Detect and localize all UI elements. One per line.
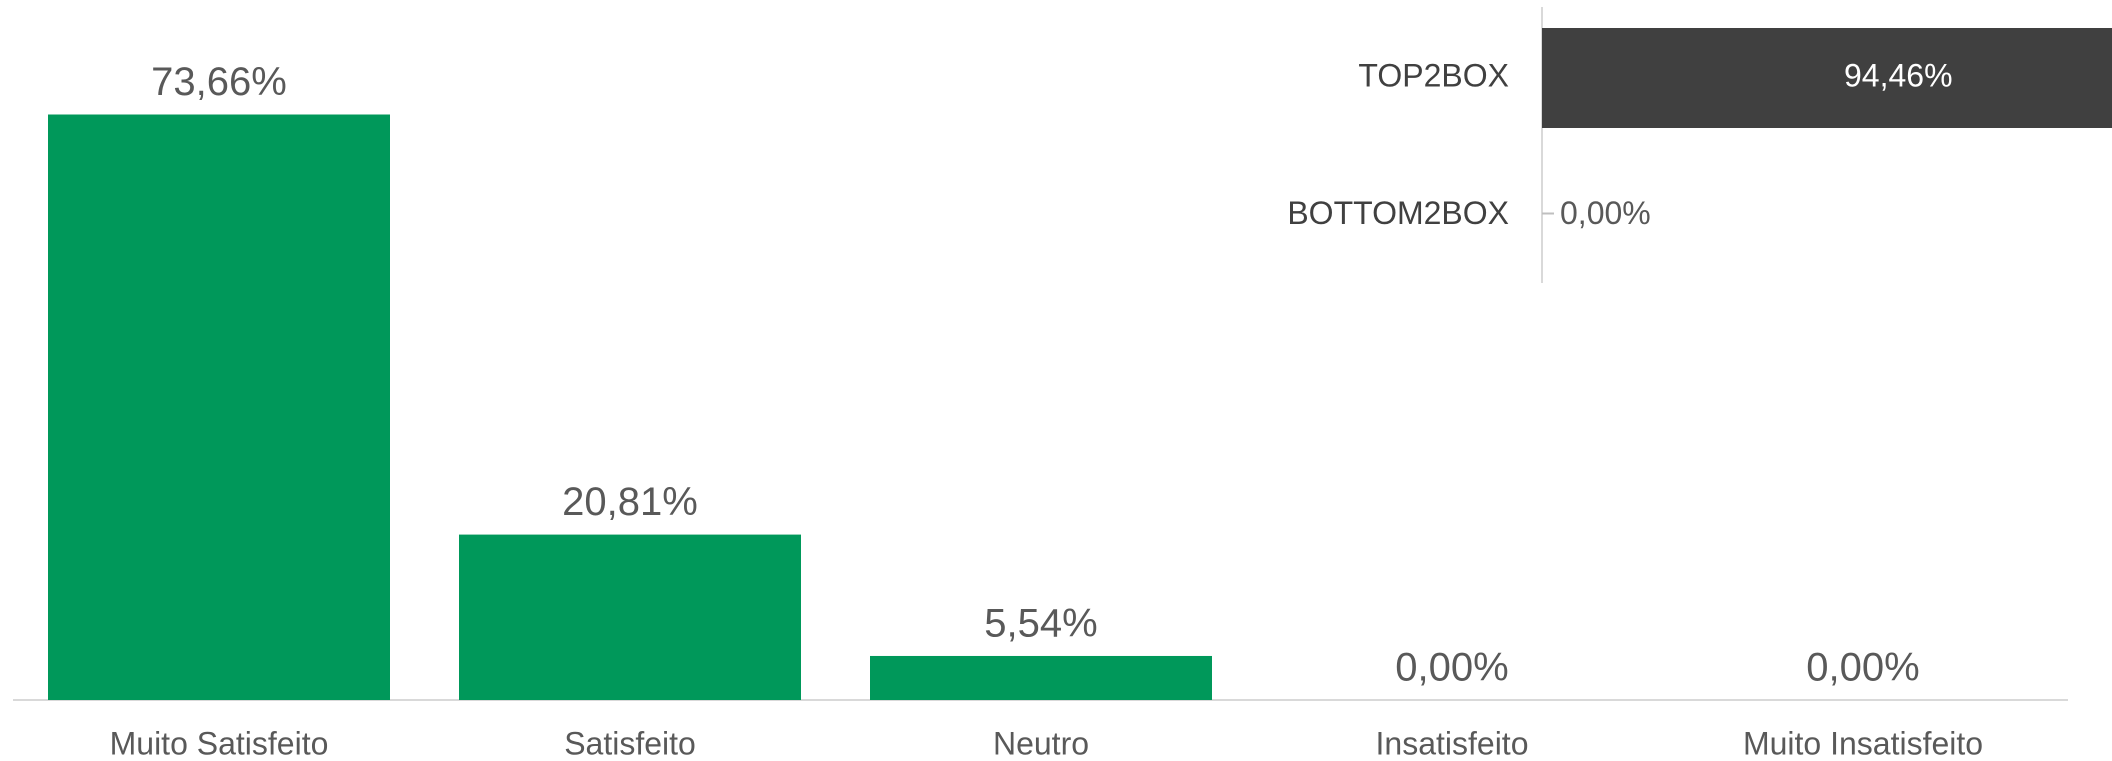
y-tick-label: BOTTOM2BOX [1287,195,1509,231]
data-label: 0,00% [1806,646,1919,690]
data-label: 0,00% [1395,646,1508,690]
data-label: 73,66% [151,60,287,104]
data-label: 20,81% [562,480,698,524]
x-tick-label: Neutro [993,725,1089,761]
x-tick-label: Insatisfeito [1376,725,1529,761]
x-tick-label: Satisfeito [564,725,696,761]
bar [459,534,801,700]
bar [1542,28,2112,128]
bar [870,655,1212,700]
x-tick-label: Muito Insatisfeito [1743,725,1983,761]
bar [48,114,390,700]
data-label: 94,46% [1844,57,1953,93]
data-label: 5,54% [984,602,1097,646]
data-label: 0,00% [1560,195,1651,231]
x-tick-label: Muito Satisfeito [110,725,329,761]
y-tick-label: TOP2BOX [1358,57,1509,93]
